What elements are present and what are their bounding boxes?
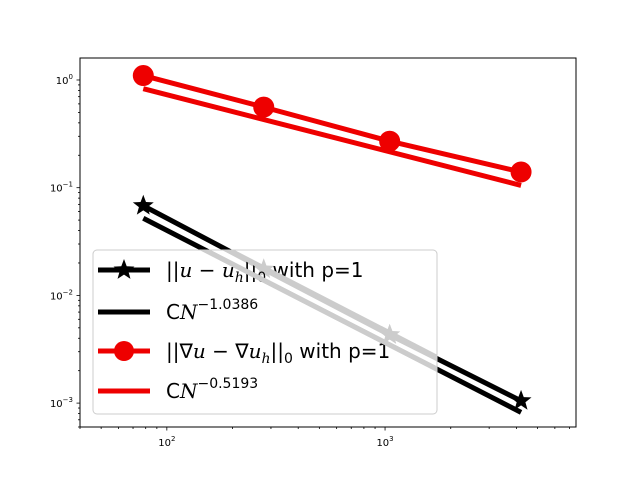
data-point-2-0 [132, 65, 154, 87]
x-tick-exp: 3 [389, 435, 393, 443]
data-point-0-0 [132, 194, 154, 215]
legend-box [92, 249, 438, 415]
y-tick-label: 100 [56, 73, 73, 87]
legend-text-part: ||∇ [166, 339, 193, 363]
legend-text-part: C [166, 300, 180, 324]
legend-label-3: CN−0.5193 [166, 376, 258, 403]
x-tick-base: 10 [376, 438, 389, 449]
series-line-2 [142, 73, 522, 175]
x-tick-exp: 2 [171, 435, 175, 443]
y-tick-label: 10−1 [50, 181, 73, 195]
y-tick-label: 10−2 [50, 288, 73, 302]
data-point-2-1 [253, 96, 275, 118]
y-tick-label: 10−3 [50, 396, 73, 410]
legend-subscript: 0 [284, 351, 293, 367]
occluded-error-line [223, 250, 437, 361]
y-tick-exp: −2 [63, 288, 73, 296]
occluded-series [199, 250, 437, 373]
legend-text-part: − ∇ [206, 339, 249, 363]
legend-text-part: N [179, 300, 199, 324]
legend-text-part: N [179, 379, 199, 403]
legend-text-part: − [192, 258, 221, 282]
legend-exponent: −0.5193 [197, 376, 258, 392]
y-tick-exp: 0 [69, 73, 73, 81]
x-tick-base: 10 [158, 438, 171, 449]
legend-text-part: u [193, 339, 206, 363]
y-tick-base: 10 [50, 399, 63, 410]
occluded-fit-line [199, 250, 437, 373]
axes-border [79, 57, 577, 428]
legend-subscript: h [235, 270, 244, 286]
occluded-star [379, 323, 401, 344]
legend-text-part: || [271, 339, 284, 363]
x-tick-label: 103 [376, 435, 393, 449]
data-point-2-3 [510, 161, 532, 183]
legend-marker-2 [114, 341, 134, 361]
data-point-2-2 [379, 130, 401, 152]
legend-subscript: h [262, 351, 271, 367]
x-tick-label: 102 [158, 435, 175, 449]
legend-marker-0 [113, 259, 135, 279]
y-tick-base: 10 [50, 291, 63, 302]
y-tick-exp: −3 [63, 396, 73, 404]
series-line-3 [142, 86, 522, 188]
legend: ||u − uh||0 with p=1CN−1.0386||∇u − ∇uh|… [92, 249, 438, 415]
data-point-0-3 [510, 389, 532, 410]
legend-text-part: u [249, 339, 262, 363]
legend-text-part: C [166, 379, 180, 403]
y-tick-base: 10 [56, 76, 69, 87]
axes-frame [79, 57, 577, 428]
y-tick-base: 10 [50, 184, 63, 195]
legend-label-1: CN−1.0386 [166, 297, 258, 324]
x-axis: 102 103 [79, 427, 570, 449]
legend-text-part: u [179, 258, 192, 282]
y-tick-exp: −1 [63, 181, 73, 189]
legend-label-2: ||∇u − ∇uh||0 with p=1 [166, 339, 390, 367]
legend-text-part: with p=1 [293, 339, 390, 363]
legend-exponent: −1.0386 [197, 297, 258, 313]
legend-text-part: || [166, 258, 179, 282]
